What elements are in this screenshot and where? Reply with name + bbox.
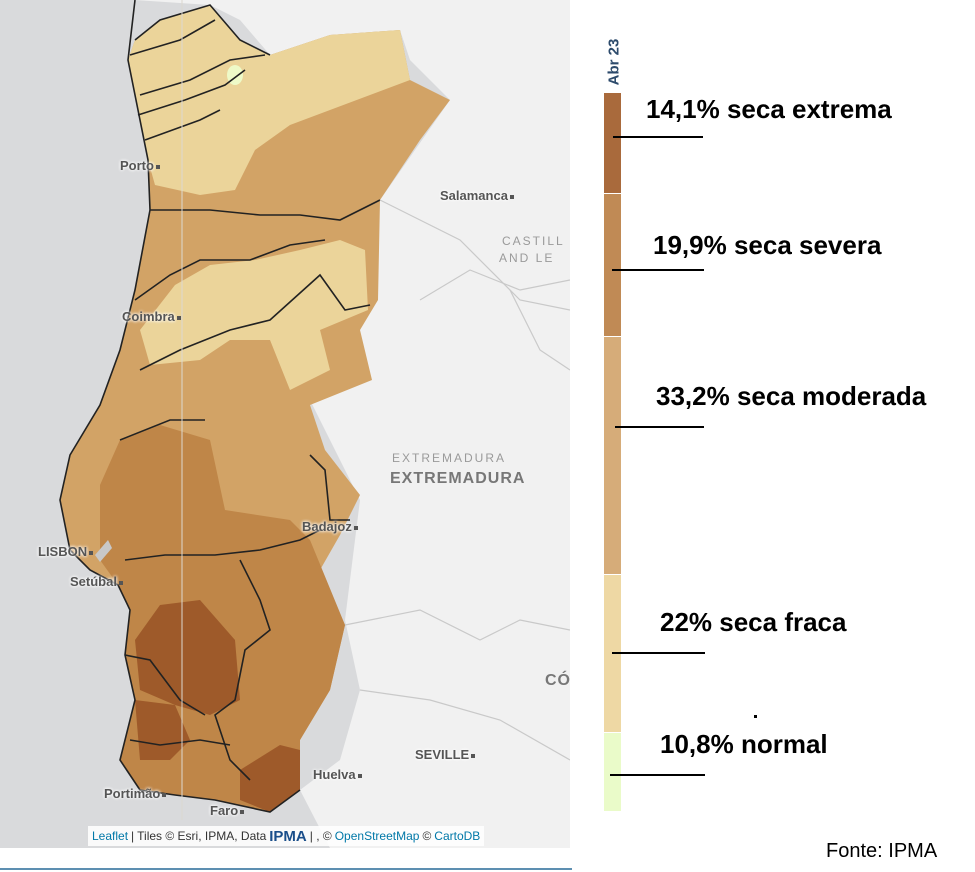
city-lisbon: LISBON bbox=[38, 544, 94, 559]
legend-line bbox=[613, 136, 703, 138]
legend-segment-0 bbox=[604, 93, 621, 194]
stray-dot bbox=[754, 715, 757, 718]
attribution-separator: | bbox=[131, 829, 135, 843]
city-porto: Porto bbox=[120, 158, 160, 173]
city-coimbra: Coimbra bbox=[122, 309, 181, 324]
attribution-tiles: Tiles © Esri, IPMA, Data bbox=[137, 829, 267, 843]
legend-line bbox=[610, 774, 705, 776]
region-castilla-1: CASTILL bbox=[502, 234, 565, 248]
region-extremadura-small: EXTREMADURA bbox=[392, 451, 507, 465]
legend-line bbox=[612, 269, 704, 271]
leaflet-link[interactable]: Leaflet bbox=[92, 829, 129, 843]
source-credit: Fonte: IPMA bbox=[826, 840, 938, 862]
seca-fraca-centre bbox=[140, 240, 368, 390]
city-huelva: Huelva bbox=[313, 767, 362, 782]
seca-extrema-coast bbox=[135, 700, 190, 760]
legend-segment-3 bbox=[604, 575, 621, 733]
attribution-separator-2: | , © bbox=[309, 829, 332, 843]
city-setubal: Setúbal bbox=[70, 574, 123, 589]
legend-label-seca-fraca: 22% seca fraca bbox=[660, 607, 847, 637]
basin-boundaries bbox=[59, 0, 381, 813]
drought-map[interactable]: Porto Salamanca Coimbra LISBON Setúbal B… bbox=[0, 0, 570, 848]
city-badajoz: Badajoz bbox=[302, 519, 358, 534]
region-cordoba: CÓ bbox=[545, 672, 570, 689]
legend-segment-4 bbox=[604, 733, 621, 811]
legend-label-seca-severa: 19,9% seca severa bbox=[653, 230, 882, 260]
regional-boundaries bbox=[344, 199, 570, 761]
seca-extrema-east bbox=[240, 745, 300, 812]
city-salamanca: Salamanca bbox=[440, 188, 514, 203]
tagus-estuary bbox=[95, 540, 112, 562]
seca-extrema-sw bbox=[135, 600, 240, 715]
map-canvas bbox=[59, 0, 570, 848]
legend-label-seca-moderada: 33,2% seca moderada bbox=[656, 381, 927, 411]
legend-period: Abr 23 bbox=[605, 38, 623, 86]
spain-land bbox=[135, 0, 570, 848]
cartodb-link[interactable]: CartoDB bbox=[434, 829, 481, 843]
openstreetmap-link[interactable]: OpenStreetMap bbox=[334, 829, 420, 843]
legend-segment-1 bbox=[604, 194, 621, 337]
bottom-divider bbox=[0, 868, 572, 870]
city-portimao: Portimão bbox=[104, 786, 167, 801]
legend-label-seca-extrema: 14,1% seca extrema bbox=[646, 94, 892, 124]
seca-fraca-north bbox=[128, 5, 410, 195]
legend-segment-2 bbox=[604, 337, 621, 575]
legend-color-bar bbox=[604, 93, 621, 811]
map-attribution: Leaflet | Tiles © Esri, IPMA, Data IPMA … bbox=[88, 826, 485, 846]
legend-label-normal: 10,8% normal bbox=[660, 729, 828, 759]
city-faro: Faro bbox=[210, 803, 245, 818]
city-seville: SEVILLE bbox=[415, 747, 476, 762]
attribution-copyright: © bbox=[422, 829, 432, 843]
legend-line bbox=[615, 426, 704, 428]
region-castilla-2: AND LE bbox=[499, 251, 555, 265]
ipma-logo: IPMA bbox=[269, 827, 307, 845]
legend-line bbox=[612, 652, 705, 654]
region-extremadura-big: EXTREMADURA bbox=[390, 470, 526, 487]
